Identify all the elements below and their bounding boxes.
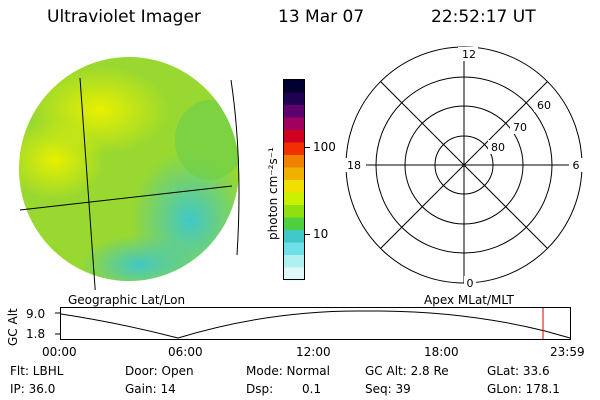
altitude-plot: [55, 307, 571, 340]
time-label: 22:52:17 UT: [431, 7, 536, 27]
mlt-label-6: 6: [573, 159, 580, 172]
colorbar-band: [284, 117, 304, 131]
colorbar-unit-label: photon cm⁻²s⁻¹: [266, 147, 280, 240]
ip-status: IP: 36.0: [10, 382, 56, 396]
geographic-caption: Geographic Lat/Lon: [68, 293, 186, 307]
polar-diagonal-b: [380, 81, 548, 249]
mlat-label-70: 70: [513, 121, 527, 134]
colorbar-band: [284, 130, 304, 143]
glat-status: GLat: 33.6: [487, 364, 550, 378]
door-status: Door: Open: [125, 364, 194, 378]
colorbar-band: [284, 230, 304, 243]
alt-xtick-2359: 23:59: [550, 345, 585, 359]
alt-ytick-1-8: 1.8: [26, 327, 46, 341]
glon-status: GLon: 178.1: [487, 382, 560, 396]
mlt-label-12: 12: [462, 48, 476, 61]
colorbar-band: [284, 180, 304, 193]
colorbar-band: [284, 142, 304, 156]
terminator-line: [230, 79, 240, 256]
alt-ylabel: GC Alt: [6, 308, 20, 346]
colorbar-band: [284, 167, 304, 181]
colorbar-tick-10: [305, 234, 310, 235]
colorbar-band: [284, 80, 304, 93]
uv-image-disc: [19, 57, 239, 281]
alt-xtick-1200: 12:00: [296, 345, 331, 359]
altitude-curve: [60, 310, 571, 339]
colorbar-band: [284, 205, 304, 218]
apex-caption: Apex MLat/MLT: [424, 293, 514, 307]
colorbar-band: [284, 192, 304, 206]
mlt-label-0: 0: [467, 277, 474, 290]
colorbar-band: [284, 155, 304, 168]
alt-xtick-1800: 18:00: [424, 345, 459, 359]
longitude-line: [79, 77, 96, 290]
alt-ytick-9: 9.0: [26, 307, 46, 321]
color-scale-bar: [283, 79, 305, 281]
colorbar-band: [284, 217, 304, 231]
colorbar-band: [284, 92, 304, 106]
colorbar-label-10: 10: [313, 227, 329, 241]
seq-status: Seq: 39: [365, 382, 411, 396]
gc-alt-status: GC Alt: 2.8 Re: [365, 364, 449, 378]
dsp-value: 0.1: [302, 382, 322, 396]
gain-status: Gain: 14: [125, 382, 176, 396]
colorbar-label-100: 100: [313, 140, 336, 154]
instrument-title: Ultraviolet Imager: [47, 7, 201, 27]
alt-xtick-0000: 00:00: [42, 345, 77, 359]
dsp-label: Dsp:: [246, 382, 274, 396]
alt-xtick-0600: 06:00: [168, 345, 203, 359]
colorbar-band: [284, 242, 304, 256]
date-label: 13 Mar 07: [278, 7, 365, 27]
latitude-line: [19, 185, 233, 211]
geographic-image-panel: [19, 57, 240, 290]
colorbar-band: [284, 255, 304, 268]
filter-status: Flt: LBHL: [10, 364, 64, 378]
mlt-label-18: 18: [347, 159, 361, 172]
colorbar-band: [284, 267, 304, 281]
mode-status: Mode: Normal: [246, 364, 330, 378]
colorbar-tick-100: [305, 147, 310, 148]
mlat-label-80: 80: [491, 141, 505, 154]
colorbar-band: [284, 105, 304, 118]
mlat-label-60: 60: [537, 99, 551, 112]
polar-mlat-mlt-plot: 12 18 6 0 60 70 80: [344, 46, 583, 290]
